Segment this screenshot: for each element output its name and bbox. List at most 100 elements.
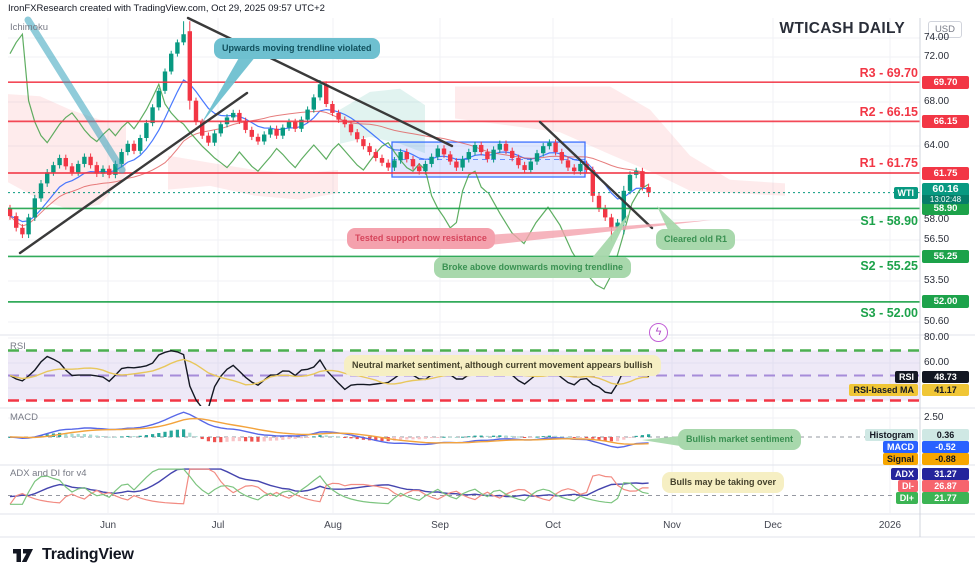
macd-histogram-bar [560, 436, 564, 438]
macd-histogram-bar [374, 437, 378, 441]
price-axis-tick: 74.00 [924, 32, 950, 43]
tradingview-logo[interactable]: TradingView [12, 544, 134, 566]
time-axis-label: Dec [764, 520, 782, 531]
macd-histogram-bar [225, 437, 229, 442]
macd-histogram-bar [467, 436, 471, 438]
adx-value: 31.27 [922, 468, 969, 480]
callout-tail-bullish [642, 436, 680, 446]
candle-body [187, 31, 192, 101]
price-axis-tick: 50.60 [924, 316, 950, 327]
callout-cleared-r1[interactable]: Cleared old R1 [656, 229, 736, 251]
level-label-r1: R1 - 61.75 [859, 156, 918, 170]
macd-histogram-bar [585, 437, 589, 438]
price-axis-tick: 53.50 [924, 275, 950, 286]
candle-body [249, 129, 254, 137]
candle-body [45, 172, 50, 184]
candle-body [57, 157, 62, 166]
bar-countdown: 13:02:48 [922, 195, 969, 204]
macd-histogram-bar [616, 437, 620, 442]
pane-label-ichimoku: Ichimoku [10, 22, 49, 33]
candle-body [398, 152, 403, 161]
level-badge-s2: 55.25 [922, 249, 969, 263]
macd-histogram-bar [492, 435, 496, 437]
upward-trendline[interactable] [18, 91, 249, 255]
callout-tested-support[interactable]: Tested support now resistance [347, 228, 495, 250]
callout-bulls-taking-over[interactable]: Bulls may be taking over [662, 472, 785, 494]
candle-body [361, 139, 366, 147]
candle-body [596, 195, 602, 209]
candle-body [82, 156, 87, 164]
macd-histogram-bar [194, 436, 198, 438]
macd-histogram-bar [436, 437, 440, 438]
flash-icon[interactable]: ϟ [649, 323, 668, 342]
di-plus-value: 21.77 [922, 492, 969, 504]
macd-histogram-bar [529, 437, 533, 438]
downward-trendline-2[interactable] [538, 120, 654, 230]
candle-body [479, 144, 484, 153]
macd-histogram-bar [318, 435, 322, 437]
callout-bullish-sentiment[interactable]: Bullish market sentiment [678, 429, 802, 451]
callout-neutral-sentiment[interactable]: Neutral market sentiment, although curre… [344, 355, 661, 377]
candle-body [299, 119, 304, 129]
candle-body [522, 165, 527, 170]
candle-body [324, 84, 329, 105]
candle-body [534, 153, 540, 162]
macd-histogram-bar [330, 436, 334, 438]
macd-histogram-bar [324, 435, 328, 437]
callout-trendline-violated[interactable]: Upwards moving trendline violated [214, 38, 380, 60]
tradingview-brand-text: TradingView [42, 546, 134, 563]
steep-downward-trendline[interactable] [24, 16, 126, 174]
macd-histogram-bar [268, 437, 272, 441]
di-minus-chip: DI- [898, 480, 918, 492]
rsi-ma-line [9, 358, 649, 386]
callout-tail-cleared [657, 206, 682, 230]
candle-body [262, 134, 267, 142]
macd-histogram-bar [603, 437, 607, 441]
macd-value: -0.52 [922, 441, 969, 453]
macd-histogram-bar [163, 431, 167, 437]
rsi-value: 48.73 [922, 371, 969, 383]
macd-histogram-bar [70, 433, 74, 437]
price-axis-tick: 72.00 [924, 51, 950, 62]
candle-body [429, 156, 434, 164]
callout-broke-above[interactable]: Broke above downwards moving trendline [434, 257, 632, 279]
candle-body [646, 187, 651, 193]
candle-series [8, 21, 651, 241]
macd-histogram-bar [113, 436, 117, 438]
candle-body [311, 97, 316, 110]
macd-histogram-bar [461, 436, 465, 438]
candle-body [367, 146, 372, 153]
macd-histogram-bar [355, 437, 359, 440]
time-axis-label: 2026 [878, 520, 902, 531]
macd-histogram-bar [337, 436, 341, 438]
macd-histogram-bar [293, 437, 297, 439]
candle-body [404, 152, 409, 160]
rsi-ma-value: 41.17 [922, 384, 969, 396]
chikou-line [9, 32, 488, 229]
candle-body [460, 159, 465, 168]
candle-body [541, 146, 546, 154]
macd-histogram-bar [287, 437, 291, 440]
macd-histogram-bar [39, 435, 43, 437]
macd-histogram-bar [597, 437, 601, 440]
price-axis-tick: 68.00 [924, 96, 950, 107]
candle-body [175, 42, 180, 54]
candle-body [14, 216, 19, 228]
candle-body [565, 160, 571, 168]
candle-body [107, 168, 112, 175]
macd-histogram-bar [231, 437, 235, 442]
candle-body [590, 169, 595, 196]
candle-body [503, 143, 509, 151]
macd-histogram-bar [554, 435, 558, 437]
time-axis-label: Jul [211, 520, 225, 531]
macd-histogram-bar [485, 435, 489, 437]
time-axis-label: Jun [99, 520, 117, 531]
macd-signal-line [9, 417, 649, 445]
candle-body [119, 152, 124, 164]
candle-body [417, 166, 422, 172]
level-label-s3: S3 - 52.00 [860, 306, 918, 320]
histogram-chip: Histogram [865, 429, 918, 441]
di-plus-chip: DI+ [895, 492, 918, 504]
